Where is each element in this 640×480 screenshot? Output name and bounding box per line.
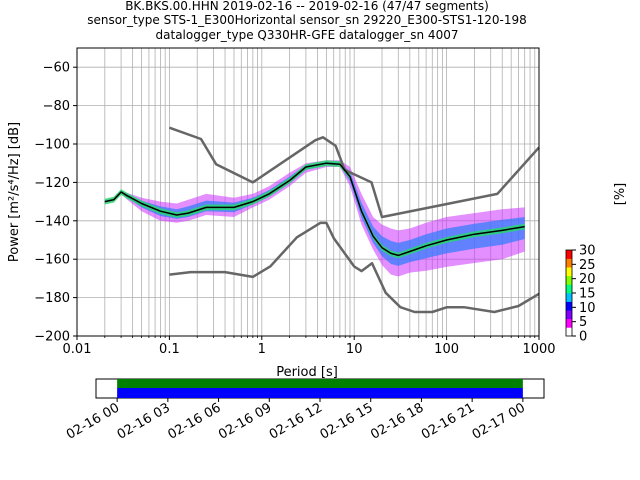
timeline-tick-label: 02-16 00 (64, 400, 122, 442)
y-axis-label: Power [m²/s⁴/Hz] [dB] (7, 122, 22, 262)
mean-line (104, 162, 525, 257)
colorbar-segment (566, 284, 572, 294)
x-tick-label: 10 (346, 342, 363, 357)
low-noise-model-line (169, 221, 540, 314)
title-line-2: sensor_type STS-1_E300Horizontal sensor_… (87, 13, 527, 27)
colorbar-tick-label: 0 (579, 330, 587, 345)
plot-background (77, 48, 539, 336)
colorbar-tick-label: 30 (579, 244, 596, 259)
colorbar-segment (566, 267, 572, 277)
colorbar-label: [%] (613, 183, 628, 206)
colorbar-gradient (566, 250, 572, 337)
colorbar-segment (566, 327, 572, 337)
colorbar-segment (566, 250, 572, 259)
ppsd-axes: 0.01 0.1 1 10 100 1000 −60 −80 −100 −120 −140 −160 −… (7, 47, 556, 380)
plot-frame (76, 47, 540, 337)
colorbar-segment (566, 301, 572, 311)
y-tick-label: −200 (34, 330, 70, 345)
timeline-tick-label: 02-16 15 (318, 400, 376, 442)
x-axis-label: Period [s] (276, 365, 338, 380)
colorbar-segment (566, 275, 572, 285)
y-tick-label: −80 (43, 99, 70, 114)
y-tick-label: −160 (34, 253, 70, 268)
x-tick-label: 1 (258, 342, 266, 357)
timeline-bars (117, 379, 523, 398)
noise-models-and-mean (104, 126, 540, 314)
axis-ticks: 0.01 0.1 1 10 100 1000 −60 −80 −100 −120 −140 −160 −… (34, 61, 555, 357)
timeline-tick-label: 02-16 18 (368, 400, 426, 442)
colorbar-tick-label: 15 (579, 287, 596, 302)
high-noise-model-line (168, 126, 540, 219)
timeline-tick-label: 02-16 03 (115, 400, 173, 442)
y-tick-label: −180 (34, 291, 70, 306)
colorbar-tick-label: 25 (579, 258, 596, 273)
timeline-tick-label: 02-16 06 (165, 400, 223, 442)
coverage-blue-bar (117, 388, 523, 398)
title-line-1: BK.BKS.00.HHN 2019-02-16 -- 2019-02-16 (… (125, 0, 489, 13)
y-tick-label: −120 (34, 176, 70, 191)
y-tick-label: −140 (34, 214, 70, 229)
colorbar-segment (566, 293, 572, 302)
timeline-tick-label: 02-16 09 (216, 400, 274, 442)
colorbar-tick-label: 20 (579, 272, 596, 287)
colorbar-segment (566, 310, 572, 320)
colorbar-tick-label: 10 (579, 301, 596, 316)
colorbar-segment (566, 258, 572, 268)
timeline-tick-label: 02-16 12 (267, 400, 325, 442)
title-line-3: datalogger_type Q330HR-GFE datalogger_sn… (156, 28, 459, 42)
density-mid (104, 161, 525, 266)
y-tick-label: −60 (43, 61, 70, 76)
colorbar-tick-label: 5 (579, 315, 587, 330)
x-tick-label: 0.01 (63, 342, 92, 357)
x-tick-label: 0.1 (159, 342, 180, 357)
y-tick-label: −100 (34, 138, 70, 153)
timeline-tick-label: 02-16 21 (419, 400, 477, 442)
colorbar-segment (566, 318, 572, 328)
grid-lines (76, 48, 539, 337)
figure-title: BK.BKS.00.HHN 2019-02-16 -- 2019-02-16 (… (87, 0, 527, 42)
coverage-green-bar (117, 379, 523, 388)
timeline-tick-label: 02-17 00 (470, 400, 528, 442)
x-tick-label: 100 (434, 342, 459, 357)
x-tick-label: 1000 (522, 342, 555, 357)
